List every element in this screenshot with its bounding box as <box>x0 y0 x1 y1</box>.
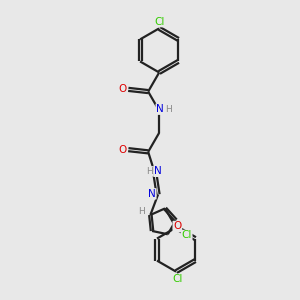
Text: N: N <box>148 189 156 199</box>
Text: Cl: Cl <box>154 16 164 27</box>
Text: O: O <box>119 84 127 94</box>
Text: O: O <box>173 221 182 232</box>
Text: O: O <box>119 145 127 154</box>
Text: Cl: Cl <box>182 230 192 241</box>
Text: H: H <box>138 207 145 216</box>
Text: H: H <box>166 105 172 114</box>
Text: N: N <box>156 104 164 114</box>
Text: H: H <box>146 167 153 176</box>
Text: N: N <box>154 166 162 176</box>
Text: Cl: Cl <box>172 274 183 284</box>
